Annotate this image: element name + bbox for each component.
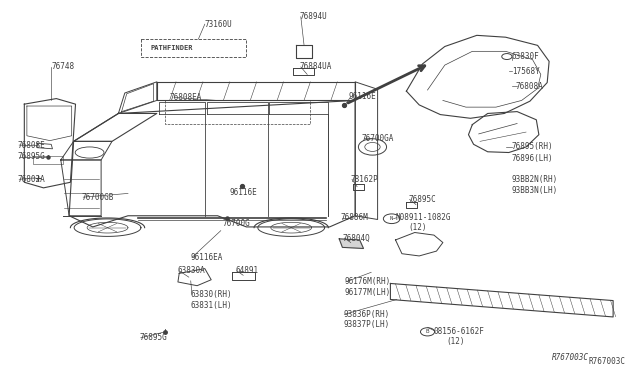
Text: 76700G: 76700G (223, 219, 250, 228)
Text: 76808A: 76808A (516, 82, 543, 91)
Text: 76700GB: 76700GB (82, 193, 115, 202)
Text: 96176M(RH): 96176M(RH) (344, 278, 390, 286)
Text: R767003C: R767003C (552, 353, 589, 362)
Text: PATHFINDER: PATHFINDER (150, 45, 193, 51)
Text: 76896(LH): 76896(LH) (512, 154, 554, 163)
Text: 76884UA: 76884UA (300, 62, 332, 71)
Text: 76895C: 76895C (408, 195, 436, 204)
Text: 96116E: 96116E (229, 188, 257, 197)
Text: B: B (426, 329, 429, 334)
Text: 76895(RH): 76895(RH) (512, 142, 554, 151)
Text: (12): (12) (447, 337, 465, 346)
Text: N08911-1082G: N08911-1082G (396, 213, 451, 222)
Text: 96116E: 96116E (349, 92, 376, 101)
Text: 76808EA: 76808EA (170, 93, 202, 102)
Polygon shape (339, 239, 364, 248)
Text: 08156-6162F: 08156-6162F (434, 327, 484, 336)
Text: 73160U: 73160U (205, 20, 232, 29)
Text: 76808E: 76808E (18, 141, 45, 150)
Text: 93BB3N(LH): 93BB3N(LH) (512, 186, 558, 195)
Text: 76748: 76748 (51, 62, 74, 71)
Text: R767003C: R767003C (589, 357, 626, 366)
Text: 63830F: 63830F (512, 52, 540, 61)
Text: 76894U: 76894U (300, 12, 327, 21)
Text: 76886M: 76886M (340, 213, 368, 222)
Text: 76700GA: 76700GA (362, 134, 394, 143)
Text: N: N (390, 216, 394, 221)
Text: 76804Q: 76804Q (342, 234, 370, 243)
Text: 76895G: 76895G (18, 153, 45, 161)
Text: 63830A: 63830A (178, 266, 205, 275)
Text: 93BB2N(RH): 93BB2N(RH) (512, 175, 558, 184)
Text: 76802A: 76802A (18, 175, 45, 184)
Text: 93837P(LH): 93837P(LH) (343, 320, 389, 329)
Text: 63830(RH): 63830(RH) (191, 290, 232, 299)
Text: 96116EA: 96116EA (191, 253, 223, 262)
Text: (12): (12) (408, 223, 427, 232)
Text: 63831(LH): 63831(LH) (191, 301, 232, 310)
Text: 96177M(LH): 96177M(LH) (344, 288, 390, 296)
Text: 93836P(RH): 93836P(RH) (343, 310, 389, 319)
Text: 64891: 64891 (236, 266, 259, 275)
Text: 76895G: 76895G (140, 333, 167, 342)
Text: 78162P: 78162P (351, 175, 378, 184)
Text: 17568Y: 17568Y (512, 67, 540, 76)
